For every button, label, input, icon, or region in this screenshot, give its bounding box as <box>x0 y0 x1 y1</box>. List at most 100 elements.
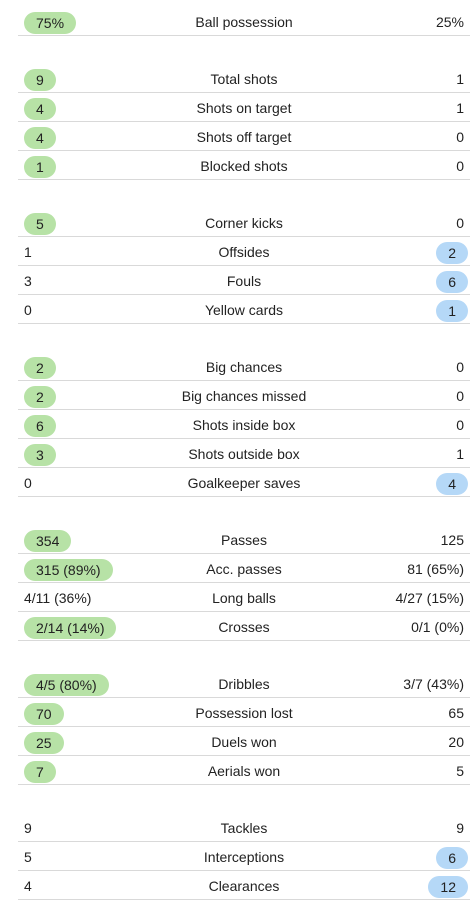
home-value: 7 <box>24 760 56 783</box>
away-value: 0 <box>456 416 464 433</box>
stat-label: Dribbles <box>218 676 270 692</box>
away-value: 125 <box>440 532 464 548</box>
stat-label: Total shots <box>210 71 278 87</box>
stat-label: Yellow cards <box>204 301 284 318</box>
stat-row-shots-inside-box: Shots inside box 6 0 <box>18 411 470 439</box>
home-value: 4 <box>24 126 56 149</box>
away-value: 1 <box>456 445 464 462</box>
stat-row-ball-possession: Ball possession 75% 25% <box>18 8 470 36</box>
home-value: 1 <box>24 243 32 260</box>
stat-row-dribbles: Dribbles 4/5 (80%) 3/7 (43%) <box>18 670 470 698</box>
away-value: 0 <box>456 128 464 145</box>
stat-row-long-balls: Long balls 4/11 (36%) 4/27 (15%) <box>18 584 470 612</box>
stat-row-blocked-shots: Blocked shots 1 0 <box>18 152 470 180</box>
stat-label: Crosses <box>218 618 270 635</box>
stat-row-total-shots: Total shots 9 1 <box>18 65 470 93</box>
stat-row-duels-won: Duels won 25 20 <box>18 728 470 756</box>
away-value: 20 <box>448 733 464 750</box>
stat-row-offsides: Offsides 1 2 <box>18 238 470 266</box>
home-value: 4 <box>24 97 56 120</box>
home-value: 4 <box>24 877 32 894</box>
stat-label: Aerials won <box>207 762 281 779</box>
stat-label: Clearances <box>208 877 280 894</box>
stat-row-goalkeeper-saves: Goalkeeper saves 0 4 <box>18 469 470 497</box>
home-value: 2 <box>24 385 56 408</box>
away-value: 1 <box>436 299 468 322</box>
away-value: 5 <box>456 762 464 779</box>
away-value: 4 <box>436 472 468 495</box>
away-value: 0 <box>456 359 464 375</box>
stat-row-crosses: Crosses 2/14 (14%) 0/1 (0%) <box>18 613 470 641</box>
home-value: 4/11 (36%) <box>24 589 92 606</box>
away-value: 81 (65%) <box>407 560 464 577</box>
stat-label: Acc. passes <box>206 560 282 577</box>
home-value: 6 <box>24 414 56 437</box>
stat-label: Shots on target <box>196 99 292 116</box>
away-value: 1 <box>456 99 464 116</box>
stat-label: Interceptions <box>203 848 285 865</box>
stat-row-big-chances-missed: Big chances missed 2 0 <box>18 382 470 410</box>
stat-row-clearances: Clearances 4 12 <box>18 872 470 900</box>
home-value: 0 <box>24 301 32 318</box>
stat-label: Tackles <box>220 820 268 836</box>
stat-row-tackles: Tackles 9 9 <box>18 814 470 842</box>
home-value: 3 <box>24 443 56 466</box>
away-value: 25% <box>435 14 464 30</box>
stat-row-possession-lost: Possession lost 70 65 <box>18 699 470 727</box>
home-value: 315 (89%) <box>24 558 113 581</box>
stat-row-shots-outside-box: Shots outside box 3 1 <box>18 440 470 468</box>
stat-row-aerials-won: Aerials won 7 5 <box>18 757 470 785</box>
stat-label: Fouls <box>226 272 262 289</box>
away-value: 6 <box>436 270 468 293</box>
stat-label: Passes <box>221 532 267 548</box>
away-value: 3/7 (43%) <box>403 676 464 692</box>
stat-label: Corner kicks <box>205 215 283 231</box>
home-value: 4/5 (80%) <box>24 674 109 696</box>
home-value: 25 <box>24 731 64 754</box>
home-value: 2 <box>24 357 56 379</box>
away-value: 2 <box>436 241 468 264</box>
home-value: 5 <box>24 213 56 235</box>
home-value: 70 <box>24 702 64 725</box>
stat-label: Goalkeeper saves <box>187 474 301 491</box>
stat-label: Duels won <box>211 733 277 750</box>
stat-label: Shots off target <box>196 128 292 145</box>
away-value: 0 <box>456 387 464 404</box>
home-value: 9 <box>24 820 32 836</box>
away-value: 4/27 (15%) <box>395 589 464 606</box>
stat-label: Possession lost <box>195 704 293 721</box>
home-value: 9 <box>24 69 56 91</box>
home-value: 0 <box>24 474 32 491</box>
stat-label: Ball possession <box>195 14 293 30</box>
away-value: 0/1 (0%) <box>411 618 464 635</box>
stat-label: Shots inside box <box>192 416 296 433</box>
away-value: 65 <box>448 704 464 721</box>
home-value: 354 <box>24 530 72 552</box>
stat-label: Offsides <box>218 243 270 260</box>
stat-row-interceptions: Interceptions 5 6 <box>18 843 470 871</box>
home-value: 5 <box>24 848 32 865</box>
away-value: 0 <box>456 157 464 174</box>
stat-row-fouls: Fouls 3 6 <box>18 267 470 295</box>
away-value: 6 <box>436 846 468 869</box>
stat-label: Blocked shots <box>200 157 288 174</box>
stat-row-passes: Passes 354 125 <box>18 526 470 554</box>
home-value: 2/14 (14%) <box>24 616 117 639</box>
home-value: 1 <box>24 155 56 178</box>
stat-row-shots-on-target: Shots on target 4 1 <box>18 94 470 122</box>
stat-label: Shots outside box <box>188 445 300 462</box>
stat-row-shots-off-target: Shots off target 4 0 <box>18 123 470 151</box>
stat-row-acc-passes: Acc. passes 315 (89%) 81 (65%) <box>18 555 470 583</box>
stat-row-corner-kicks: Corner kicks 5 0 <box>18 209 470 237</box>
stat-label: Big chances <box>205 359 283 375</box>
away-value: 0 <box>456 215 464 231</box>
away-value: 1 <box>456 71 464 87</box>
away-value: 9 <box>456 820 464 836</box>
away-value: 12 <box>428 875 468 898</box>
stat-label: Long balls <box>212 589 276 606</box>
stat-row-yellow-cards: Yellow cards 0 1 <box>18 296 470 324</box>
home-value: 3 <box>24 272 32 289</box>
stat-label: Big chances missed <box>181 387 307 404</box>
home-value: 75% <box>24 12 77 34</box>
